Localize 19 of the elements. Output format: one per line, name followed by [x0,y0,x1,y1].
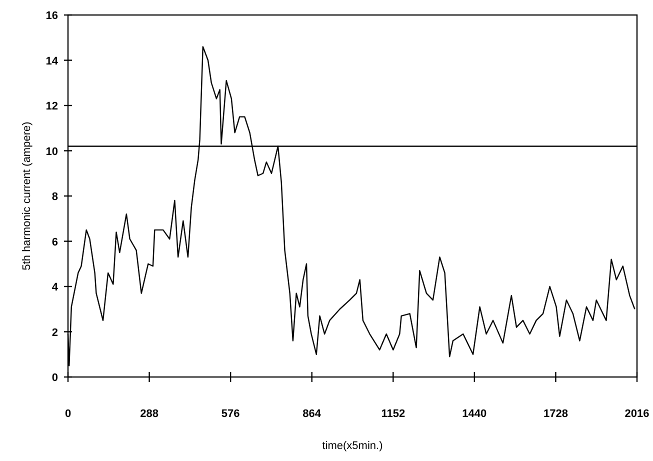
x-tick-label: 288 [140,408,158,420]
y-axis-title: 5th harmonic current (ampere) [21,122,33,270]
x-axis-title: time(x5min.) [322,440,383,452]
y-tick-label: 12 [46,100,58,112]
y-tick-label: 4 [52,282,59,294]
y-tick-label: 0 [52,372,58,384]
x-tick-label: 864 [302,408,322,420]
x-tick-label: 1152 [381,408,406,420]
y-tick-label: 6 [52,236,58,248]
x-tick-label: 1440 [462,408,487,420]
y-tick-label: 16 [46,10,58,22]
x-tick-label: 2016 [624,408,650,420]
x-tick-label: 576 [221,408,240,420]
y-tick-label: 8 [52,191,58,203]
y-tick-label: 14 [46,55,59,68]
x-tick-label: 0 [64,408,72,420]
y-tick-label: 2 [52,326,58,339]
x-tick-label: 1728 [543,408,568,420]
y-tick-label: 10 [46,146,58,158]
